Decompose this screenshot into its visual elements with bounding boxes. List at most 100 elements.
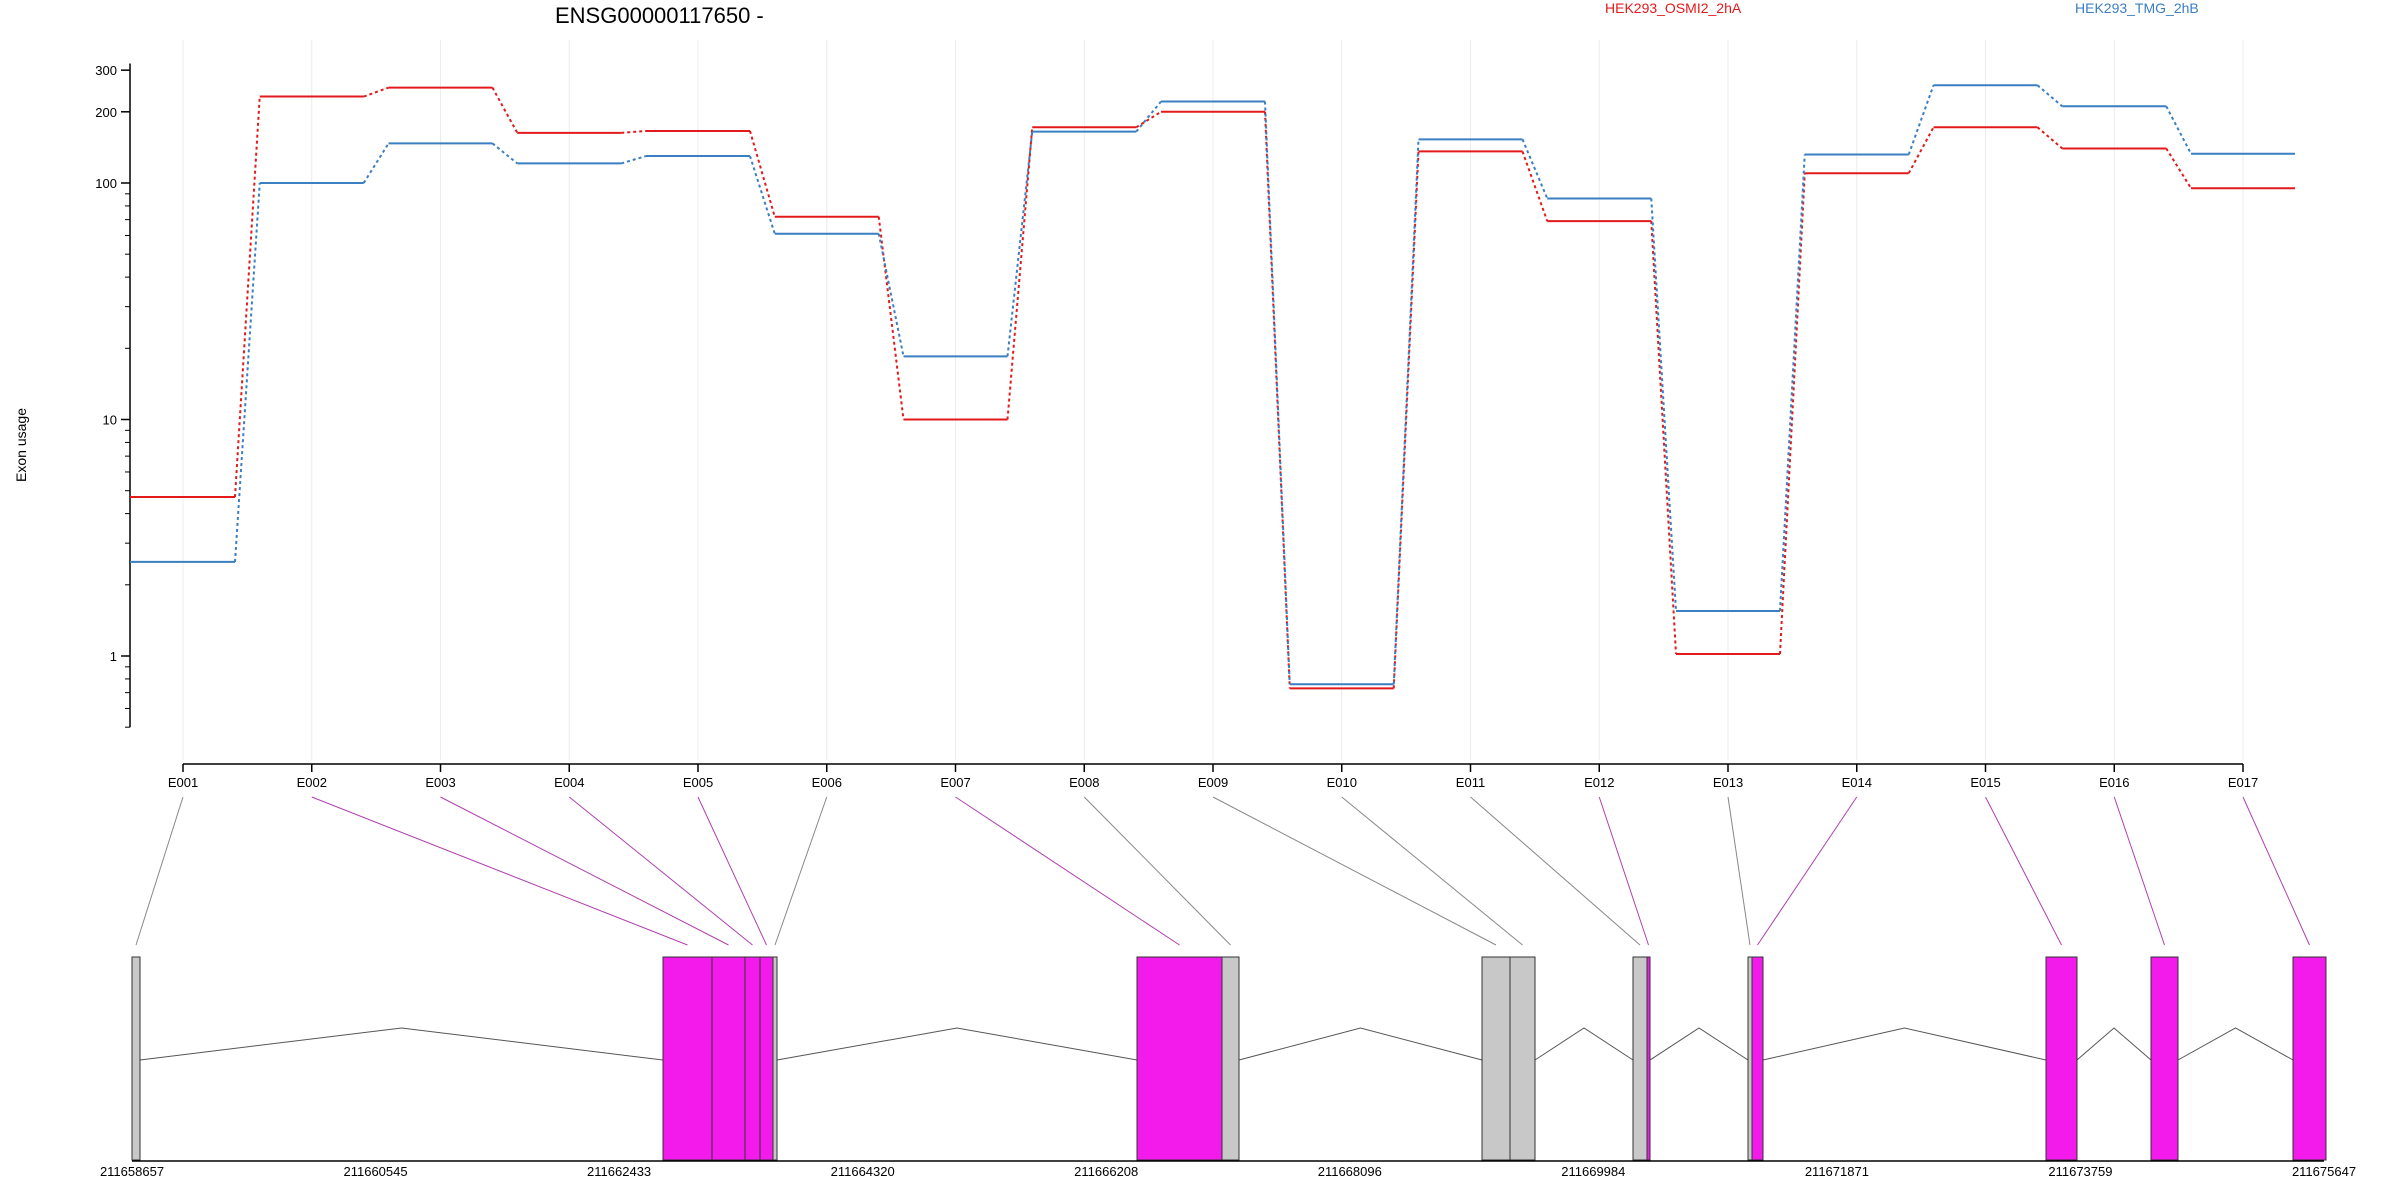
exon-connector — [2242, 796, 2310, 946]
coordinate-label: 211666208 — [1074, 1164, 1138, 1179]
exon-box — [2292, 956, 2327, 1161]
exon-box — [131, 956, 141, 1161]
x-tick-label: E009 — [1198, 775, 1228, 790]
series-connector — [1392, 139, 1420, 685]
exon-box — [1509, 956, 1536, 1161]
exon-box — [1646, 956, 1651, 1161]
series-connector — [1779, 173, 1806, 655]
series-connector — [491, 142, 518, 165]
series-connector — [877, 233, 905, 357]
exon-connector — [955, 796, 1180, 946]
coordinate-label: 211662433 — [587, 1164, 651, 1179]
exon-connector — [1727, 796, 1751, 946]
coordinate-label: 211664320 — [831, 1164, 895, 1179]
x-tick-label: E016 — [2099, 775, 2129, 790]
intron-line — [1534, 1027, 1634, 1061]
x-tick-label: E015 — [1970, 775, 2000, 790]
exon-connector — [1341, 796, 1523, 946]
exon-connector — [440, 796, 729, 946]
exon-connector — [774, 796, 828, 946]
series-connector — [1521, 138, 1549, 199]
series-connector — [620, 155, 647, 165]
x-tick-label: E006 — [812, 775, 842, 790]
coordinate-label: 211668096 — [1318, 1164, 1382, 1179]
series-connector — [1907, 84, 1935, 155]
series-connector — [1006, 131, 1034, 357]
y-tick-label: 100 — [95, 176, 117, 191]
coordinate-label: 211671871 — [1805, 1164, 1869, 1179]
coordinate-label: 211675647 — [2292, 1164, 2356, 1179]
legend-entry-osmi2: HEK293_OSMI2_2hA — [1605, 0, 1742, 16]
gene-model — [131, 956, 2327, 1161]
exon-connector — [1083, 796, 1231, 946]
exon-connector — [1212, 796, 1497, 946]
series-connector — [1135, 110, 1162, 129]
exon-connector — [1985, 796, 2062, 946]
exon-box — [1632, 956, 1648, 1161]
series-tmg — [130, 84, 2295, 686]
y-tick-label: 10 — [103, 413, 117, 428]
series-connector — [621, 129, 647, 134]
series-connector — [749, 130, 776, 218]
x-tick-label: E002 — [297, 775, 327, 790]
x-tick-label: E012 — [1584, 775, 1614, 790]
exon-connector — [1598, 796, 1649, 946]
series-connector — [363, 86, 389, 98]
exon-box — [662, 956, 713, 1161]
exon-box — [711, 956, 746, 1161]
series-connector — [1650, 198, 1677, 612]
x-tick-label: E014 — [1842, 775, 1872, 790]
y-axis: 1 10 100 200 300 — [95, 63, 131, 728]
y-tick-label: 1 — [110, 649, 117, 664]
coordinate-label: 211660545 — [344, 1164, 408, 1179]
y-tick-label: 200 — [95, 105, 117, 120]
intron-line — [1762, 1027, 2047, 1061]
series-connector — [1779, 154, 1806, 612]
exon-connector — [311, 796, 688, 946]
series-connector — [1521, 151, 1549, 222]
series-connector — [1264, 111, 1291, 689]
exon-connector — [1757, 796, 1858, 946]
exon-box — [1747, 956, 1753, 1161]
exon-box — [1751, 956, 1764, 1161]
intron-line — [2177, 1027, 2294, 1061]
series-lines — [130, 84, 2295, 690]
series-connector — [2036, 126, 2063, 150]
intron-line — [2076, 1027, 2152, 1061]
intron-line — [139, 1027, 664, 1061]
x-axis: E001 E002 E003 E004 E005 E006 E007 E008 E009 E010… — [168, 763, 2258, 790]
x-tick-label: E007 — [940, 775, 970, 790]
exon-box — [759, 956, 774, 1161]
exon-box — [744, 956, 761, 1161]
x-tick-label: E011 — [1456, 775, 1485, 790]
coordinate-label: 211673759 — [2048, 1164, 2112, 1179]
series-osmi2 — [130, 86, 2295, 690]
y-axis-label: Exon usage — [13, 408, 29, 482]
genomic-coordinate-axis: 211658657 211660545 211662433 211664320 2116… — [100, 1160, 2356, 1179]
x-tick-label: E004 — [554, 775, 584, 790]
x-tick-label: E013 — [1713, 775, 1743, 790]
coordinate-label: 211669984 — [1561, 1164, 1625, 1179]
x-tick-label: E001 — [168, 775, 198, 790]
exon-connector — [1470, 796, 1641, 946]
exon-box — [1136, 956, 1223, 1161]
series-connector — [2165, 147, 2192, 189]
legend-entry-tmg: HEK293_TMG_2hB — [2075, 0, 2199, 16]
exon-box — [2150, 956, 2179, 1161]
series-connector — [1264, 101, 1291, 685]
series-connector — [1650, 221, 1677, 655]
series-connector — [1907, 126, 1935, 174]
intron-line — [776, 1027, 1138, 1061]
exon-box — [1481, 956, 1511, 1161]
series-connector — [362, 142, 390, 184]
exon-box — [772, 956, 778, 1161]
x-tick-label: E008 — [1069, 775, 1099, 790]
y-tick-label: 300 — [95, 63, 117, 78]
coordinate-label: 211658657 — [100, 1164, 164, 1179]
series-connector — [234, 96, 261, 498]
exon-connector — [568, 796, 753, 946]
exon-connector-lines — [135, 796, 2310, 946]
series-connector — [491, 87, 519, 134]
exon-connector — [2113, 796, 2165, 946]
exon-connector — [697, 796, 767, 946]
